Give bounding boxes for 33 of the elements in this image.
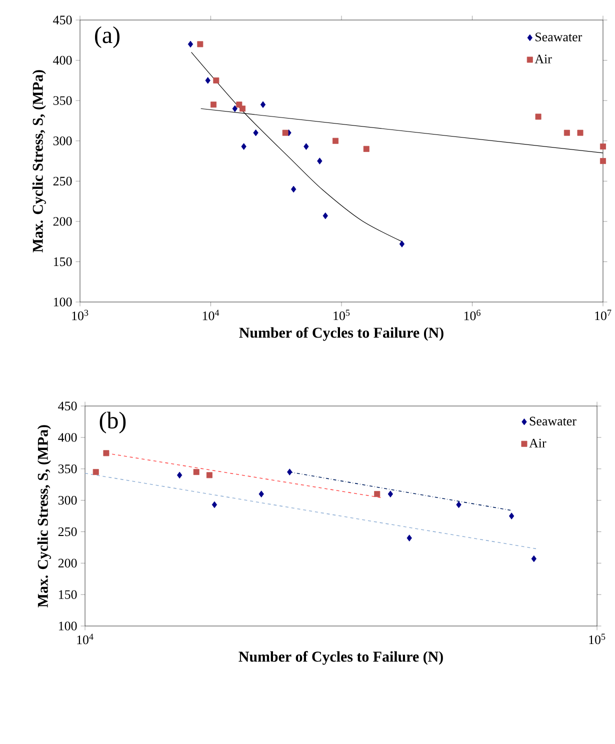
legend-label: Air xyxy=(534,54,552,64)
y-tick-label: 400 xyxy=(58,433,77,442)
x-axis-title: Number of Cycles to Failure (N) xyxy=(238,651,443,665)
legend-label: Seawater xyxy=(535,32,582,42)
annotation: (b) xyxy=(100,412,126,434)
x-axis-title: Number of Cycles to Failure (N) xyxy=(239,327,444,341)
y-tick-label: 150 xyxy=(54,257,72,266)
x-tick-label: 10$^{6}$ xyxy=(464,310,480,320)
legend-label: Seawater xyxy=(530,416,576,426)
annotation: (a) xyxy=(94,26,120,48)
y-axis-title: Max. Cyclic Stress, S, (MPa) xyxy=(32,70,46,252)
y-tick-label: 100 xyxy=(54,298,72,306)
y-tick-label: 450 xyxy=(52,16,72,24)
y-tick-label: 200 xyxy=(53,217,72,226)
x-tick-label: 10$^{5}$ xyxy=(589,634,606,644)
x-tick-label: 10$^{7}$ xyxy=(595,310,612,320)
y-tick-label: 200 xyxy=(58,558,77,568)
y-tick-label: 350 xyxy=(58,464,77,474)
y-tick-label: 400 xyxy=(52,56,72,65)
x-tick-label: 10$^{5}$ xyxy=(334,310,350,320)
x-tick-label: 10$^{4}$ xyxy=(202,310,219,320)
y-tick-label: 300 xyxy=(58,496,77,505)
y-tick-label: 250 xyxy=(53,176,72,186)
y-tick-label: 100 xyxy=(58,622,77,630)
y-axis-title: Max. Cyclic Stress, S, (MPa) xyxy=(37,425,51,608)
x-tick-label: 10$^{3}$ xyxy=(72,310,88,320)
y-tick-label: 150 xyxy=(58,590,77,599)
y-tick-label: 250 xyxy=(58,527,77,536)
y-tick-label: 450 xyxy=(58,402,77,410)
legend-label: Air xyxy=(529,438,546,448)
y-tick-label: 350 xyxy=(53,96,72,105)
x-tick-label: 10$^{4}$ xyxy=(77,634,94,644)
y-tick-label: 300 xyxy=(53,136,72,146)
